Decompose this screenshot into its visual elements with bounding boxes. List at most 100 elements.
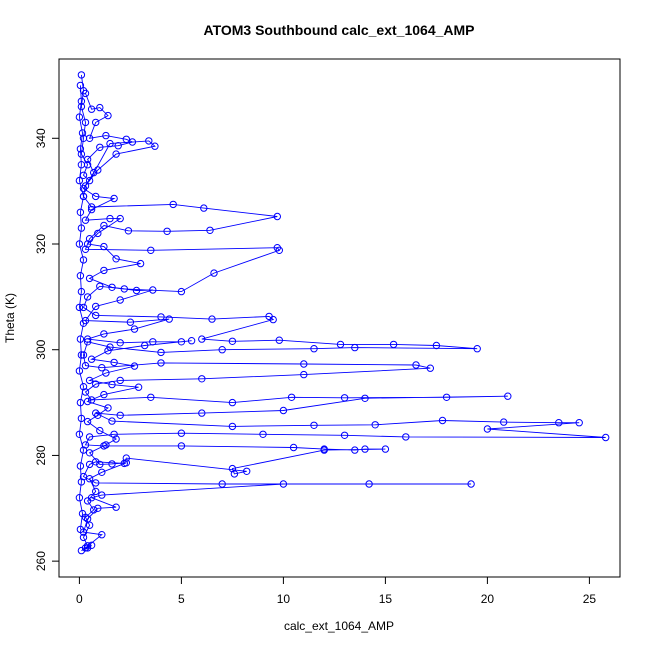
data-point [243, 467, 251, 475]
data-point [198, 409, 206, 417]
data-point [177, 287, 186, 296]
data-point [83, 544, 92, 552]
data-point [259, 430, 267, 438]
data-point [438, 416, 447, 425]
data-point [78, 509, 87, 518]
data-point [100, 221, 108, 230]
data-point [83, 240, 92, 248]
data-point [300, 360, 308, 368]
data-point [130, 325, 139, 333]
data-point [218, 480, 226, 488]
data-point [116, 339, 124, 347]
data-point [177, 429, 186, 437]
data-point [77, 150, 86, 158]
data-point [275, 246, 283, 255]
data-point [92, 311, 100, 320]
data-point [83, 397, 92, 406]
data-point [361, 445, 369, 453]
data-point [145, 137, 153, 145]
data-point [124, 227, 133, 235]
data-point [126, 318, 135, 326]
data-point [602, 433, 610, 442]
data-point [473, 345, 481, 353]
data-point [87, 541, 96, 549]
data-point [151, 142, 159, 150]
x-tick-label: 10 [277, 592, 291, 606]
data-point [402, 433, 410, 441]
data-point [116, 411, 124, 419]
y-tick-label: 260 [34, 551, 48, 571]
data-point [94, 411, 102, 419]
data-point [112, 150, 120, 158]
data-point [75, 176, 84, 185]
data-point [77, 351, 86, 359]
data-point [79, 319, 88, 327]
data-point [116, 296, 124, 304]
data-point [76, 272, 85, 280]
data-point [96, 460, 104, 469]
x-tick-label: 25 [583, 592, 597, 606]
data-point [136, 259, 145, 268]
data-point [100, 266, 108, 275]
data-point [98, 364, 106, 372]
series-line-1 [80, 74, 606, 552]
data-point [389, 340, 398, 349]
data-point [79, 533, 88, 542]
data-point [81, 361, 90, 370]
data-point [351, 343, 359, 352]
data-point [75, 303, 84, 312]
chart-title: ATOM3 Southbound calc_ext_1064_AMP [204, 22, 475, 38]
data-point [90, 506, 98, 514]
data-point [85, 274, 94, 283]
data-point [122, 459, 131, 467]
data-point [81, 89, 90, 98]
data-point [381, 445, 390, 453]
data-point [96, 426, 104, 435]
y-axis: 260 280 300 320 340 [34, 128, 60, 571]
data-point [198, 335, 206, 343]
data-point [279, 406, 288, 415]
data-point [85, 176, 94, 185]
data-point [147, 246, 155, 255]
data-point [98, 531, 106, 539]
data-point [275, 336, 283, 344]
data-point [130, 362, 139, 370]
data-point [94, 229, 102, 238]
data-point [83, 497, 92, 505]
data-point [102, 369, 110, 377]
x-tick-label: 15 [379, 592, 393, 606]
y-tick-label: 340 [34, 128, 48, 148]
data-point [279, 480, 288, 488]
data-point [336, 340, 345, 349]
data-point [92, 118, 100, 127]
data-point [169, 200, 177, 209]
data-point [94, 166, 102, 174]
data-point [79, 351, 88, 359]
data-point [228, 398, 237, 407]
data-point [102, 441, 110, 449]
data-point [92, 487, 100, 496]
data-point [92, 302, 100, 311]
data-point [76, 145, 85, 153]
data-point [163, 227, 171, 236]
data-point [116, 214, 124, 223]
data-point [104, 111, 112, 120]
data-point [77, 414, 86, 423]
data-point [483, 425, 492, 433]
data-point [128, 138, 137, 146]
data-point [85, 460, 94, 469]
data-point [320, 446, 328, 454]
data-point [147, 393, 155, 401]
data-point [87, 355, 96, 363]
data-point [122, 135, 131, 144]
data-point [432, 341, 441, 350]
data-point [98, 468, 106, 476]
data-point [269, 315, 277, 324]
data-point [114, 142, 122, 150]
data-point [157, 348, 165, 357]
y-tick-label: 280 [34, 445, 48, 465]
data-point [79, 192, 88, 201]
data-point [96, 143, 104, 152]
data-point [81, 118, 90, 127]
data-point [76, 462, 85, 470]
